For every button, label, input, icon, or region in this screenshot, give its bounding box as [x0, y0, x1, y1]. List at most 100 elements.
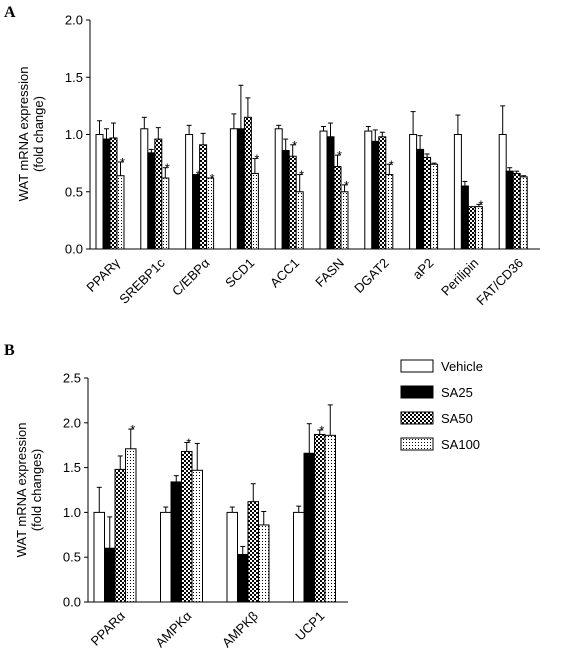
x-category-label: FASN	[312, 255, 347, 290]
bar-sa50-0	[109, 137, 118, 250]
chart-panel-b: 0.0 0.5 1.0 1.5 2.0 2.5 WAT mRNA expression(fo…	[14, 371, 348, 650]
y-tick-label: 1.5	[65, 70, 83, 85]
bar-sa25-2	[192, 174, 201, 250]
legend-swatch-sa100	[400, 437, 434, 451]
bar-sa50-7	[423, 156, 432, 250]
bar-sa50-9	[512, 172, 521, 250]
significance-star: *	[299, 168, 304, 183]
bar-sa25-6	[371, 140, 380, 250]
bar-sa100-3	[324, 434, 336, 603]
significance-star: *	[186, 436, 191, 451]
bar-vehicle-7	[409, 134, 418, 250]
bar-sa100-4	[295, 191, 304, 250]
significance-star: *	[120, 155, 125, 170]
bar-sa50-1	[154, 138, 163, 250]
y-tick-label: 0.5	[65, 184, 83, 199]
bar-vehicle-1	[140, 128, 149, 250]
x-category-label: AMPKα	[152, 608, 194, 650]
bar-sa100-8	[474, 206, 483, 250]
bar-vehicle-3	[293, 511, 305, 603]
bar-sa25-9	[505, 170, 514, 250]
legend: Vehicle SA25 SA50 SA100	[400, 359, 483, 452]
bar-sa25-0	[102, 138, 111, 250]
bar-sa50-3	[314, 433, 326, 603]
bar-sa25-3	[236, 128, 245, 250]
significance-star: *	[130, 422, 135, 437]
bar-sa50-3	[243, 116, 252, 250]
significance-star: *	[196, 168, 201, 183]
x-category-label: C/EBPα	[169, 255, 213, 299]
bar-sa50-5	[333, 166, 342, 250]
bar-vehicle-1	[160, 511, 172, 603]
significance-star: *	[165, 161, 170, 176]
significance-star: *	[344, 178, 349, 193]
bar-vehicle-3	[229, 128, 238, 250]
x-category-label: ACC1	[267, 255, 302, 290]
bar-sa25-8	[460, 185, 469, 250]
bar-sa25-1	[170, 481, 182, 603]
panel-label-a: A	[4, 4, 16, 21]
bar-sa100-1	[191, 469, 203, 603]
significance-star: *	[478, 197, 483, 212]
x-category-label: PPARγ	[83, 255, 123, 295]
x-category-label: UCP1	[292, 608, 327, 643]
y-axis-title: WAT mRNA expression(fold changes)	[14, 423, 44, 558]
bar-sa50-2	[199, 144, 208, 250]
legend-swatch-sa50	[400, 411, 434, 425]
bar-sa100-6	[385, 174, 394, 250]
significance-star: *	[210, 171, 215, 186]
bar-vehicle-2	[185, 134, 194, 250]
bar-vehicle-5	[319, 130, 328, 250]
bar-sa25-0	[104, 547, 116, 603]
x-category-label: SREBP1c	[116, 255, 168, 307]
bar-sa25-3	[303, 452, 315, 603]
x-category-label: SCD1	[222, 255, 257, 290]
bar-sa100-2	[258, 524, 270, 603]
bar-vehicle-4	[274, 128, 283, 250]
legend-label-sa100: SA100	[441, 437, 480, 452]
chart-panel-a: 0.0 0.5 1.0 1.5 2.0 WAT mRNA expression(fold …	[16, 13, 540, 308]
x-category-label: Perilipin	[438, 255, 481, 298]
y-tick-label: 1.0	[63, 505, 81, 520]
y-tick-label: 0.0	[65, 242, 83, 257]
bar-vehicle-0	[93, 511, 105, 603]
bar-vehicle-6	[364, 130, 373, 250]
bar-sa50-2	[247, 501, 259, 603]
bar-vehicle-2	[226, 511, 238, 603]
legend-label-vehicle: Vehicle	[441, 359, 483, 374]
bar-sa25-5	[326, 136, 335, 250]
x-category-label: AMPKβ	[219, 608, 261, 650]
bar-vehicle-9	[498, 134, 507, 250]
bar-sa25-2	[237, 554, 249, 603]
y-tick-label: 0.5	[63, 550, 81, 565]
bar-sa100-3	[250, 172, 259, 250]
y-axis-title: WAT mRNA expression(fold change)	[16, 67, 46, 202]
significance-star: *	[254, 152, 259, 167]
bar-sa25-7	[416, 148, 425, 250]
bar-sa100-7	[430, 163, 439, 250]
y-tick-label: 0.0	[63, 595, 81, 610]
x-category-label: FAT/CD36	[473, 255, 526, 308]
bar-sa100-0	[116, 175, 125, 250]
y-tick-label: 2.0	[63, 415, 81, 430]
bar-sa50-6	[378, 136, 387, 250]
legend-label-sa25: SA25	[441, 385, 473, 400]
bar-sa100-2	[206, 177, 215, 250]
bar-vehicle-8	[453, 134, 462, 250]
bar-sa50-8	[467, 206, 476, 250]
legend-swatch-vehicle	[400, 359, 434, 373]
bar-sa100-5	[340, 191, 349, 250]
legend-swatch-sa25	[400, 385, 434, 399]
bar-sa50-0	[114, 468, 126, 603]
bar-sa50-4	[288, 155, 297, 250]
x-category-label: PPARα	[88, 608, 129, 649]
significance-star: *	[389, 157, 394, 172]
bar-sa50-1	[181, 450, 193, 603]
x-category-label: aP2	[410, 255, 437, 282]
x-category-label: DGAT2	[351, 255, 392, 296]
bar-sa25-4	[281, 150, 290, 250]
legend-label-sa50: SA50	[441, 411, 473, 426]
bar-vehicle-0	[95, 134, 104, 250]
significance-star: *	[319, 423, 324, 438]
